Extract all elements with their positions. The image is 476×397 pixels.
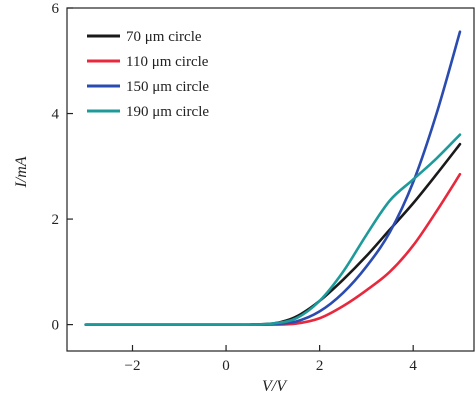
plot-frame: [66, 7, 475, 352]
x-tick-label: 4: [409, 358, 417, 374]
x-tick-label: 2: [316, 358, 324, 374]
legend: 70 μm circle 110 μm circle 150 μm circle 19…: [87, 29, 209, 120]
x-axis-title: V/V: [262, 378, 288, 395]
legend-label: 150 μm circle: [126, 79, 209, 95]
y-tick-label: 0: [52, 318, 60, 334]
series-line-2: [84, 172, 462, 326]
series-line-1: [84, 142, 462, 326]
y-tick-label: 4: [52, 107, 60, 123]
series-line-4: [84, 133, 462, 326]
y-tick-label: 2: [52, 212, 60, 228]
y-tick-label: 6: [52, 1, 60, 17]
ticks-layer: −2 0 2 4 0 2 4 6: [52, 1, 418, 374]
x-tick-label: 0: [222, 358, 230, 374]
series-line-3: [84, 30, 462, 326]
x-tick-label: −2: [125, 358, 141, 374]
legend-label: 190 μm circle: [126, 104, 209, 120]
legend-label: 110 μm circle: [126, 54, 209, 70]
legend-label: 70 μm circle: [126, 29, 202, 45]
series-layer: [84, 30, 462, 326]
y-axis-title: I/mA: [13, 156, 30, 188]
